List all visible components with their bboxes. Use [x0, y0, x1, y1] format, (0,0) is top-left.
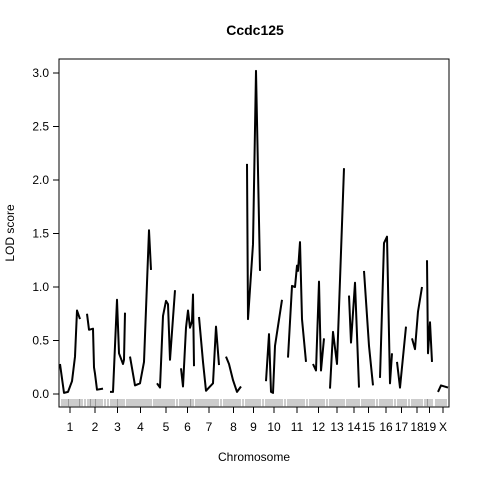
- lod-line-chr-18: [411, 286, 423, 351]
- y-tick-label: 2.5: [32, 120, 49, 134]
- chromosome-label: 17: [395, 420, 409, 434]
- lod-line-chr-16: [379, 235, 393, 385]
- chromosome-label: 13: [330, 420, 344, 434]
- chromosome-label: 9: [250, 420, 257, 434]
- chromosome-label: 4: [137, 420, 144, 434]
- lod-lines: [59, 69, 449, 394]
- x-axis-label: Chromosome: [218, 450, 290, 464]
- lod-line-chr-1: [59, 309, 81, 394]
- chromosome-label: 18: [410, 420, 424, 434]
- lod-line-chr-12: [312, 280, 325, 372]
- y-tick-label: 0.0: [32, 387, 49, 401]
- lod-line-chr-7: [198, 316, 220, 392]
- chromosome-label: 5: [163, 420, 170, 434]
- chromosome-label: 2: [92, 420, 99, 434]
- chromosome-label: 14: [347, 420, 361, 434]
- lod-line-chr-4: [129, 229, 152, 387]
- chromosome-label: 7: [206, 420, 213, 434]
- lod-line-chr-13: [329, 168, 345, 389]
- lod-line-chr-15: [363, 270, 374, 386]
- lod-line-chr-11: [287, 241, 307, 362]
- lod-line-chr-2: [86, 313, 104, 391]
- lod-line-chr-9: [246, 69, 261, 321]
- lod-line-chr-19: [426, 260, 433, 362]
- lod-line-chr-6: [180, 293, 195, 388]
- chromosome-label: 6: [184, 420, 191, 434]
- marker-rug: [61, 399, 447, 407]
- chromosome-label: 15: [362, 420, 376, 434]
- y-tick-label: 2.0: [32, 173, 49, 187]
- chromosome-label: 8: [230, 420, 237, 434]
- y-tick-label: 3.0: [32, 66, 49, 80]
- chart-title: Ccdc125: [226, 22, 284, 38]
- chromosome-label: X: [439, 420, 447, 434]
- lod-line-chr-17: [396, 326, 407, 389]
- y-tick-label: 0.5: [32, 334, 49, 348]
- y-tick-label: 1.0: [32, 280, 49, 294]
- chromosome-label: 10: [267, 420, 281, 434]
- chromosome-label: 12: [312, 420, 326, 434]
- y-axis-label: LOD score: [3, 204, 17, 262]
- chromosome-label: 19: [423, 420, 437, 434]
- lod-line-chr-3: [110, 298, 126, 393]
- lod-line-chr-X: [437, 384, 449, 393]
- lod-line-chr-8: [225, 356, 242, 393]
- lod-line-chr-5: [156, 290, 176, 389]
- y-axis: 0.0 0.5 1.0 1.5 2.0 2.5 3.0: [32, 66, 59, 401]
- chromosome-label: 11: [291, 420, 304, 434]
- lod-line-chr-14: [348, 281, 360, 388]
- chromosome-label: 16: [379, 420, 393, 434]
- chromosome-label: 1: [67, 420, 74, 434]
- y-tick-label: 1.5: [32, 227, 49, 241]
- lod-line-chr-10: [265, 299, 283, 394]
- chromosome-label: 3: [114, 420, 121, 434]
- x-axis: 1 2 3 4 5 6 7 8 9 10 11 12 13 14 15 16 17 18 19 X: [67, 407, 447, 434]
